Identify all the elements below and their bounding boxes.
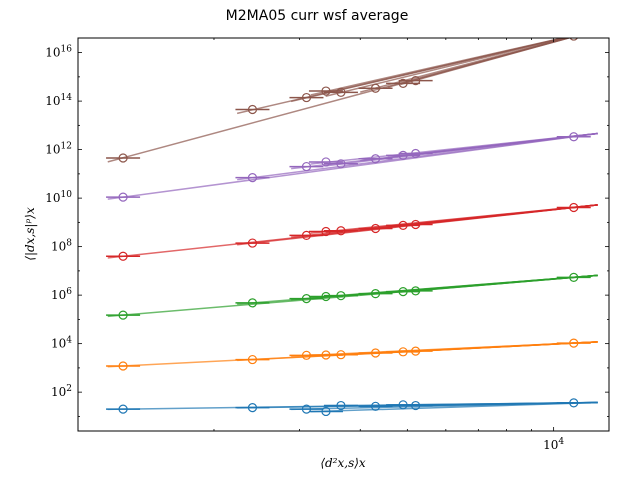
y-tick-label: 1012 <box>45 142 72 157</box>
series-4-point <box>301 161 312 172</box>
series-5-point <box>569 38 578 41</box>
series-5-point <box>321 86 331 96</box>
series-5-point <box>336 87 346 97</box>
series-4-point <box>370 154 381 164</box>
series-3-point <box>336 226 346 236</box>
series-1 <box>106 338 598 371</box>
series-4-point <box>411 148 421 159</box>
series-0-point <box>321 406 331 417</box>
series-1-point <box>118 361 128 371</box>
series-5-fit-line <box>310 38 566 96</box>
series-3-point <box>569 202 579 213</box>
series-4-point <box>247 173 258 183</box>
series-1-point <box>411 346 421 356</box>
series-5-point <box>411 76 421 86</box>
series-4-point <box>336 159 346 169</box>
y-axis: 102 104 106 108 1010 1012 1014 1016 <box>45 45 609 417</box>
series-3-point <box>301 230 312 241</box>
series-3-point <box>370 223 381 234</box>
series-2-point <box>336 291 346 301</box>
series-3-point <box>411 219 421 230</box>
series-4-point <box>398 150 408 160</box>
series-2-point <box>247 298 258 308</box>
series-0-point <box>301 404 312 414</box>
axes-frame <box>77 37 610 432</box>
chart-title: M2MA05 curr wsf average <box>226 8 409 24</box>
y-tick-label: 102 <box>51 384 72 399</box>
series-5-point <box>247 104 258 115</box>
series-2 <box>106 272 598 320</box>
series-5-point <box>118 153 128 163</box>
series-0-point <box>370 401 381 411</box>
series-2-point <box>301 293 312 304</box>
series-5-point <box>370 83 381 93</box>
y-tick-label: 1010 <box>45 190 72 205</box>
series-2-fit-line <box>400 274 598 293</box>
x-tick-label: 104 <box>543 437 564 452</box>
series-3-point <box>398 220 408 231</box>
x-axis-label: ⟨d²x,s⟩x <box>320 456 366 470</box>
series-1-point <box>247 354 258 365</box>
series-0-point <box>411 400 421 411</box>
series-0-point <box>247 403 258 413</box>
series-3-fit-line <box>400 204 598 227</box>
series-1-point <box>370 348 381 358</box>
plot-area <box>106 38 598 417</box>
series-4 <box>106 132 598 202</box>
series-5-fit-line <box>400 38 572 86</box>
series-2-point <box>321 291 331 302</box>
series-3-point <box>247 238 258 248</box>
series-2-point <box>370 289 381 299</box>
series-4-point <box>118 192 128 202</box>
y-tick-label: 1014 <box>45 93 72 108</box>
y-tick-label: 104 <box>51 336 72 351</box>
series-1-point <box>336 350 346 360</box>
series-0-point <box>569 398 579 408</box>
series-3-point <box>118 251 128 261</box>
series-3 <box>106 202 598 261</box>
series-1-point <box>569 338 579 348</box>
series-5-fit-line <box>325 38 569 97</box>
series-2-point <box>118 310 128 320</box>
y-tick-label: 108 <box>51 239 72 254</box>
series-0-point <box>336 400 346 411</box>
series-5-point <box>398 78 408 88</box>
x-axis: 104 <box>213 38 564 452</box>
series-5-point <box>301 92 312 103</box>
series-0-point <box>118 404 128 414</box>
series-0 <box>106 398 598 417</box>
y-axis-label: ⟨|dx,s|ᵖ⟩x <box>23 207 37 261</box>
series-4-point <box>321 157 331 167</box>
y-tick-label: 106 <box>51 287 72 302</box>
series-2-point <box>411 286 421 296</box>
series-2-point <box>569 272 579 282</box>
series-4-point <box>569 132 579 142</box>
series-5 <box>106 38 578 163</box>
y-tick-label: 1016 <box>45 45 72 60</box>
